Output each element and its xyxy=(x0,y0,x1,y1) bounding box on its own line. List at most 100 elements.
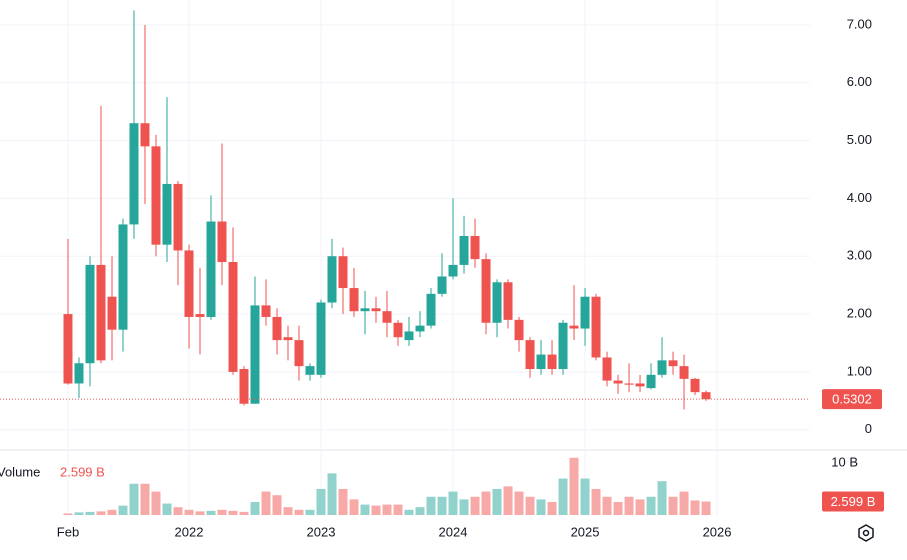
volume-bar xyxy=(591,488,601,515)
volume-bar xyxy=(569,457,579,515)
candle-body xyxy=(404,331,414,341)
volume-bar xyxy=(624,496,634,515)
volume-bar xyxy=(74,512,84,515)
y-tick-label: 1.00 xyxy=(847,363,872,378)
volume-bar xyxy=(635,499,645,515)
last-price-box xyxy=(822,389,882,410)
candle-body xyxy=(129,123,139,225)
volume-legend-value: 2.599 B xyxy=(60,464,105,479)
candle-body xyxy=(316,302,326,375)
candle-body xyxy=(393,322,403,338)
settings-icon[interactable] xyxy=(858,524,874,542)
volume-bar xyxy=(481,491,491,515)
volume-bar xyxy=(679,491,689,515)
volume-bar xyxy=(525,496,535,515)
candle-body xyxy=(437,276,447,294)
volume-bar xyxy=(140,483,150,515)
volume-bar xyxy=(129,483,139,515)
candle-body xyxy=(239,369,249,404)
volume-bar xyxy=(514,491,524,515)
candle-body xyxy=(349,288,359,312)
volume-bar xyxy=(349,499,359,515)
y-tick-label: 7.00 xyxy=(847,16,872,31)
volume-bar xyxy=(668,496,678,515)
volume-bar xyxy=(316,488,326,515)
volume-bar xyxy=(393,504,403,515)
candle-body xyxy=(569,325,579,329)
volume-bar xyxy=(371,505,381,515)
volume-bar xyxy=(272,495,282,515)
candle-body xyxy=(635,383,645,387)
candle-body xyxy=(646,374,656,389)
volume-bar xyxy=(184,509,194,515)
candle-body xyxy=(624,383,634,385)
y-tick-label: 4.00 xyxy=(847,190,872,205)
volume-bar xyxy=(305,509,315,515)
volume-legend-name: Volume xyxy=(0,464,40,479)
y-tick-label: 5.00 xyxy=(847,132,872,147)
candle-body xyxy=(96,264,106,361)
volume-bar xyxy=(602,496,612,515)
candle-body xyxy=(118,224,128,330)
candle-body xyxy=(602,357,612,381)
volume-tick-label: 10 B xyxy=(831,454,858,469)
candle-body xyxy=(261,305,271,317)
candle-body xyxy=(481,259,491,323)
volume-bar xyxy=(118,505,128,515)
candle-body xyxy=(426,293,436,326)
volume-bar xyxy=(195,511,205,515)
candle-body xyxy=(173,183,183,251)
candle-body xyxy=(283,337,293,341)
candle-body xyxy=(492,282,502,323)
candle-body xyxy=(514,319,524,341)
x-tick-label: 2024 xyxy=(439,524,468,539)
volume-bar xyxy=(657,481,667,515)
candle-body xyxy=(470,235,480,260)
candle-body xyxy=(250,305,260,404)
volume-bar xyxy=(437,496,447,515)
volume-bar xyxy=(580,478,590,515)
candle-body xyxy=(360,308,370,312)
volume-bar xyxy=(701,501,711,515)
candle-body xyxy=(536,354,546,370)
candle-body xyxy=(591,296,601,358)
volume-bar xyxy=(261,491,271,515)
candle-body xyxy=(503,282,513,320)
volume-bar xyxy=(162,503,172,515)
volume-bar xyxy=(294,509,304,515)
candle-body xyxy=(162,183,172,245)
volume-bar xyxy=(536,499,546,515)
candle-body xyxy=(338,256,348,289)
candle-body xyxy=(382,311,392,323)
candle-body xyxy=(63,314,73,384)
volume-bar xyxy=(85,511,95,515)
volume-bar xyxy=(470,496,480,515)
volume-bar xyxy=(250,501,260,515)
y-tick-label: 6.00 xyxy=(847,74,872,89)
volume-bar xyxy=(327,473,337,515)
volume-bar xyxy=(96,511,106,515)
candle-body xyxy=(85,264,95,364)
candle-body xyxy=(195,314,205,317)
candle-body xyxy=(107,296,117,330)
x-tick-label: Feb xyxy=(57,524,79,539)
volume-bar xyxy=(239,511,249,515)
candle-body xyxy=(448,264,458,277)
volume-bar xyxy=(459,499,469,515)
candle-body xyxy=(294,340,304,367)
candle-body xyxy=(547,354,557,370)
candle-body xyxy=(305,366,315,375)
candle-body xyxy=(327,256,337,303)
volume-bar xyxy=(107,509,117,515)
volume-bar xyxy=(646,496,656,515)
candle-body xyxy=(613,380,623,384)
candle-body xyxy=(580,296,590,329)
candle-body xyxy=(679,366,689,379)
volume-bar xyxy=(613,501,623,515)
volume-bar xyxy=(360,504,370,515)
x-tick-label: 2022 xyxy=(175,524,204,539)
candle-body xyxy=(217,221,227,263)
volume-bar xyxy=(448,491,458,515)
volume-bar xyxy=(426,496,436,515)
candle-body xyxy=(558,322,568,370)
